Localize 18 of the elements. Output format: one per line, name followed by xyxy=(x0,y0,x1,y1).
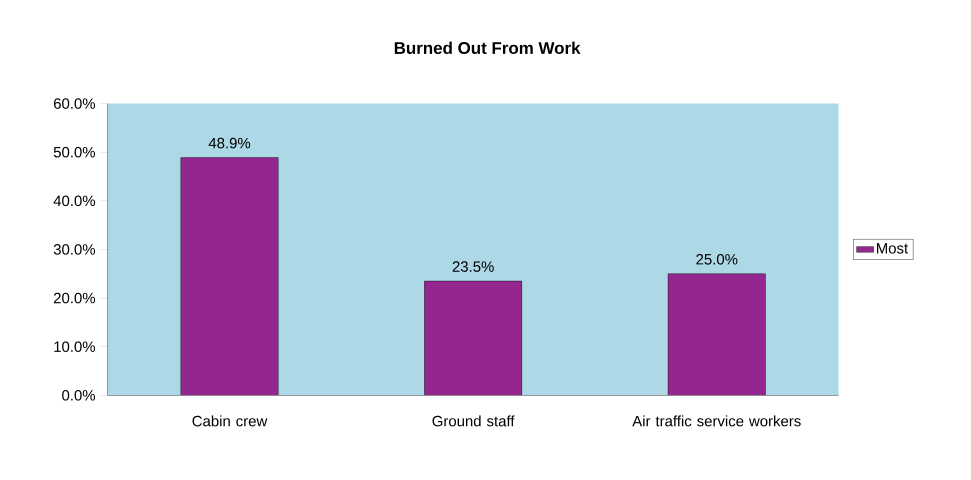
chart-title: Burned Out From Work xyxy=(394,42,581,54)
x-tick-label: Ground staff xyxy=(432,415,515,426)
x-tick-label: Air traffic service workers xyxy=(632,415,801,426)
legend-label: Most xyxy=(876,243,908,254)
y-tick-label: 60.0% xyxy=(54,98,96,109)
bar xyxy=(180,158,278,396)
x-tick-label: Cabin crew xyxy=(192,415,268,426)
data-label: 25.0% xyxy=(696,254,738,265)
bar xyxy=(668,274,766,396)
bar xyxy=(424,281,522,396)
y-tick-label: 20.0% xyxy=(54,292,96,304)
y-tick-label: 40.0% xyxy=(54,196,96,206)
y-tick-label: 0.0% xyxy=(62,390,96,401)
data-label: 48.9% xyxy=(208,138,250,148)
y-tick-label: 10.0% xyxy=(54,341,96,352)
y-tick-label: 50.0% xyxy=(54,146,96,158)
y-tick-label: 30.0% xyxy=(54,244,96,255)
data-label: 23.5% xyxy=(452,261,494,272)
